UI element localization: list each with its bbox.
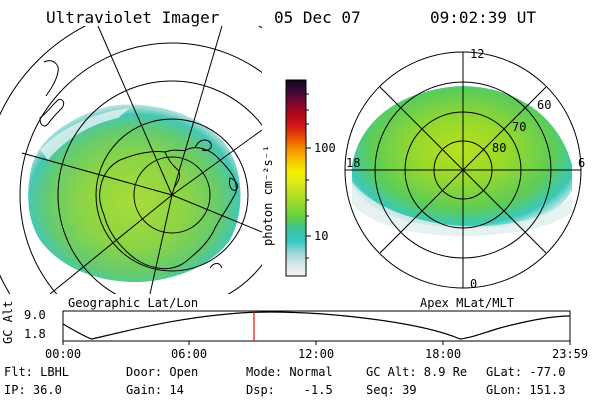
geo-meridians bbox=[21, 26, 262, 294]
apex-magnetic-map bbox=[344, 51, 582, 289]
colorbar-bar bbox=[285, 79, 307, 277]
status-ip: IP: 36.0 bbox=[4, 383, 62, 397]
altitude-ymax: 9.0 bbox=[24, 308, 46, 322]
colorbar bbox=[285, 79, 311, 277]
observation-date: 05 Dec 07 bbox=[274, 8, 361, 27]
observation-time: 09:02:39 UT bbox=[430, 8, 536, 27]
colorbar-tick-100: 100 bbox=[314, 141, 336, 155]
status-glon: GLon: 151.3 bbox=[486, 383, 566, 397]
geo-lat-rings bbox=[0, 26, 262, 294]
altitude-axis-ticks bbox=[62, 341, 571, 345]
status-door: Door: Open bbox=[126, 365, 199, 379]
time-tick-2359: 23:59 bbox=[552, 347, 589, 361]
colorbar-tick-10: 10 bbox=[314, 229, 329, 243]
status-filter: Flt: LBHL bbox=[4, 365, 70, 379]
mlt-label-6: 6 bbox=[578, 156, 586, 170]
mlat-label-60: 60 bbox=[537, 98, 552, 112]
mlt-label-0: 0 bbox=[470, 277, 478, 291]
time-tick-1200: 12:00 bbox=[298, 347, 335, 361]
time-tick-0000: 00:00 bbox=[45, 347, 82, 361]
time-tick-1800: 18:00 bbox=[425, 347, 462, 361]
altitude-plot bbox=[62, 310, 571, 345]
apex-map-caption: Apex MLat/MLT bbox=[420, 296, 514, 310]
status-mode: Mode: Normal bbox=[246, 365, 333, 379]
status-glat: GLat: -77.0 bbox=[486, 365, 566, 379]
colorbar-unit-label: photon cm⁻²s⁻¹ bbox=[261, 144, 275, 246]
status-seq: Seq: 39 bbox=[366, 383, 417, 397]
geo-coastlines bbox=[39, 60, 239, 270]
geographic-map bbox=[0, 26, 262, 294]
altitude-ylabel: GC Alt bbox=[1, 300, 15, 344]
geographic-map-caption: Geographic Lat/Lon bbox=[68, 296, 199, 310]
altitude-plot-frame bbox=[62, 310, 571, 342]
status-gc-alt: GC Alt: 8.9 Re bbox=[366, 365, 468, 379]
mlt-meridians bbox=[345, 52, 581, 288]
status-gain: Gain: 14 bbox=[126, 383, 184, 397]
instrument-title: Ultraviolet Imager bbox=[46, 8, 220, 27]
mlt-label-12: 12 bbox=[470, 47, 485, 61]
status-dsp: Dsp: -1.5 bbox=[246, 383, 333, 397]
altitude-ymin: 1.8 bbox=[24, 327, 46, 341]
mlat-label-80: 80 bbox=[492, 141, 507, 155]
mlat-label-70: 70 bbox=[512, 120, 527, 134]
mlt-label-18: 18 bbox=[346, 156, 361, 170]
right-aurora-image bbox=[352, 86, 572, 229]
altitude-curve bbox=[62, 311, 571, 340]
time-tick-0600: 06:00 bbox=[171, 347, 208, 361]
